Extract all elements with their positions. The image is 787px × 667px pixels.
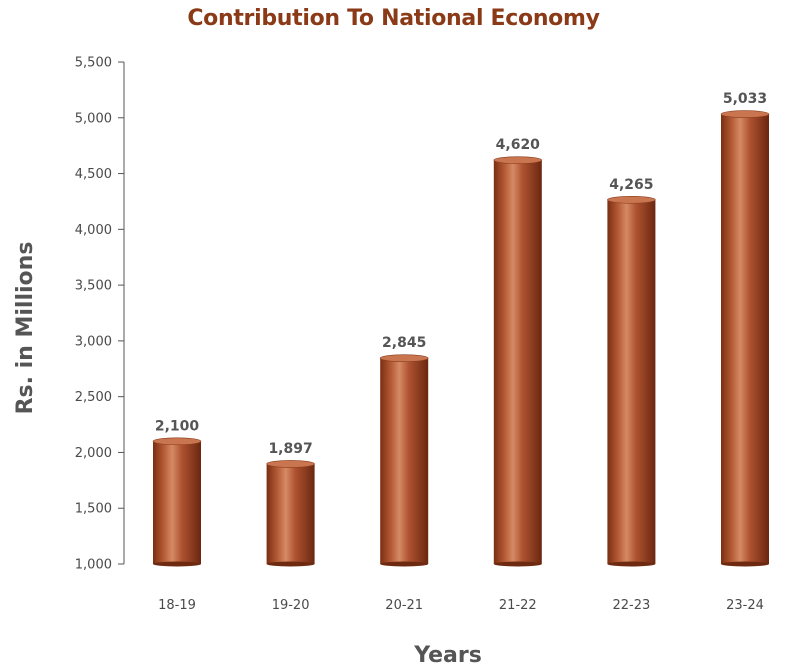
data-label: 4,620 [496,137,541,153]
x-axis-title: Years [413,643,482,667]
y-tick-label: 3,000 [75,334,112,349]
y-tick-label: 5,500 [75,56,112,71]
bar-cap [266,460,315,468]
y-tick-label: 2,500 [75,390,112,405]
data-label: 2,100 [155,418,200,434]
y-axis-title: Rs. in Millions [13,242,38,415]
y-tick-label: 2,000 [75,446,112,461]
y-tick-label: 4,000 [75,223,112,238]
x-tick-label: 23-24 [726,598,764,613]
bar [380,358,429,564]
x-tick-label: 18-19 [158,598,196,613]
bar-base [266,561,315,567]
bar-base [380,561,429,567]
x-tick-label: 20-21 [385,598,423,613]
y-tick-label: 4,500 [75,167,112,182]
data-label: 1,897 [268,441,312,457]
bar-base [153,561,201,567]
bar-cap [607,195,656,204]
bar-base [721,561,769,567]
y-tick-label: 5,000 [75,111,112,126]
bar [493,160,542,564]
x-tick-label: 21-22 [499,598,537,613]
data-label: 4,265 [609,177,653,193]
y-tick-label: 1,500 [75,502,112,517]
y-tick-label: 1,000 [75,558,112,573]
bar [607,199,656,564]
bar-cap [720,110,770,118]
bar-cap [493,156,543,164]
bar-cap [379,354,429,362]
data-label: 5,033 [723,91,767,107]
x-tick-label: 19-20 [272,598,310,613]
chart-title: Contribution To National Economy [187,6,600,31]
bar [266,463,315,564]
labels: 2,100 18-19 1,897 19-20 2,845 20-21 4,620 21-22… [155,91,767,613]
bar-base [493,561,542,567]
bar-cap [152,437,202,446]
data-label: 2,845 [382,335,426,351]
bar [721,114,769,565]
bar-base [607,561,656,567]
x-tick-label: 22-23 [613,598,651,613]
y-tick-label: 3,500 [75,279,112,294]
axes: 1,000 1,500 2,000 2,500 3,000 3,500 4,000 4,500… [75,56,125,573]
bar [153,441,201,564]
bars [152,110,770,567]
